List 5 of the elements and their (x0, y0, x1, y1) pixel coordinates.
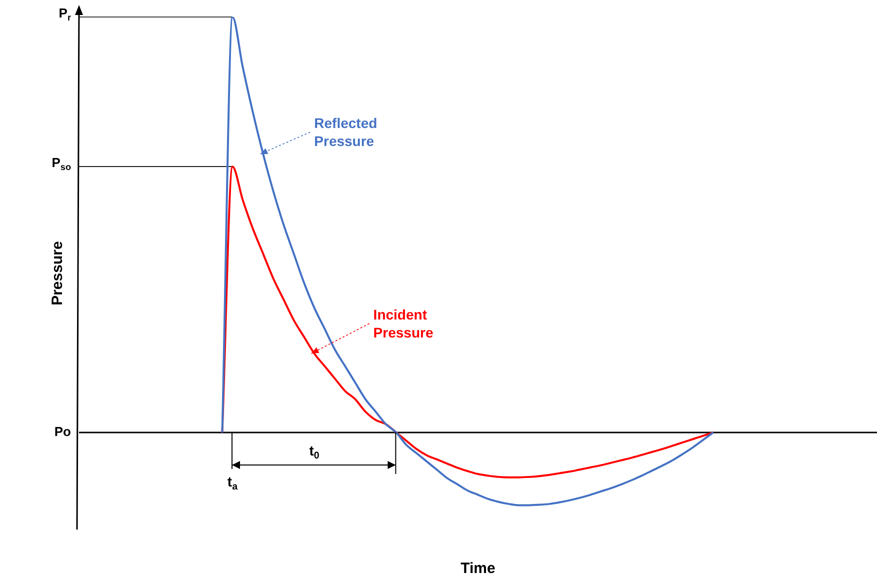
text: Incident Pressure (373, 306, 434, 340)
x-axis-title: Time (460, 560, 496, 578)
y-axis-title: Pressure (49, 241, 66, 306)
text: Reflected Pressure (314, 114, 378, 149)
ref-line-label: Po (54, 424, 72, 440)
